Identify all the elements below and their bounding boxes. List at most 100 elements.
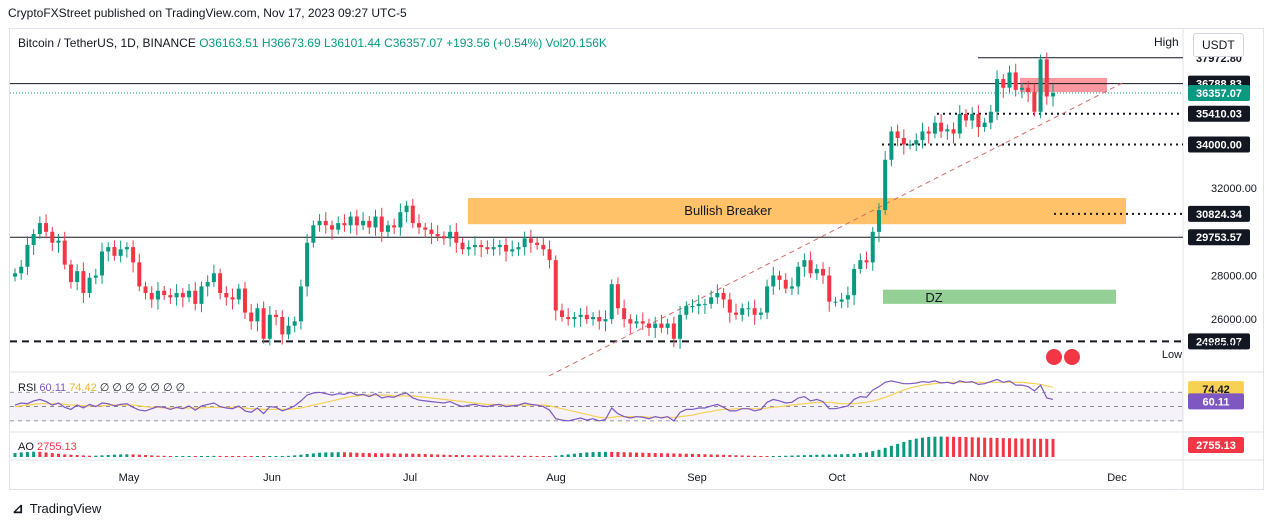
ao-bar [510,455,514,457]
candle-body [174,292,179,298]
candle-body [286,325,291,335]
currency-button[interactable]: USDT [1193,33,1244,57]
candle-body [833,301,838,303]
candle-body [37,223,42,235]
ao-bar [771,456,775,457]
ao-bar [871,451,875,457]
ao-bar [374,453,378,457]
legend-high: H36673.69 [261,36,321,50]
candle-body [889,131,894,160]
ao-bar [1007,438,1011,457]
ao-bar [75,455,79,457]
candle-body [454,231,459,243]
footer[interactable]: ⊿ TradingView [12,500,101,517]
ao-bar [199,456,203,457]
x-tick-label: Dec [1107,472,1127,484]
ao-bar [641,452,645,457]
ao-bar [697,454,701,457]
candle-body [634,321,639,324]
candle-body [547,249,552,261]
ao-bar [131,454,135,457]
ao-bar [38,451,42,457]
ao-bar [846,454,850,457]
candle-body [932,122,937,134]
ao-bar [349,452,353,457]
candle-body [615,284,620,309]
ao-bar [541,456,545,457]
candle-body [883,159,888,210]
chart-panel [9,28,1264,490]
candle-body [361,220,366,226]
ao-tag-label: 2755.13 [1196,440,1236,452]
ao-bar [728,455,732,457]
ao-bar [355,452,359,457]
price-tag-label: 29753.57 [1196,232,1242,244]
candle-body [149,292,154,300]
ao-bar [983,437,987,457]
candle-body [982,122,987,128]
x-tick-label: Jun [263,472,281,484]
ao-bar [243,456,247,457]
ao-bar [411,453,415,457]
ao-bar [989,437,993,457]
candle-body [50,231,55,243]
ao-bar [765,456,769,457]
candle-body [261,308,266,339]
event-icon [1046,349,1062,365]
candle-body [485,247,490,250]
rsi-name: RSI [18,382,37,394]
candle-body [628,319,633,324]
candle-body [995,79,1000,112]
ao-bar [224,456,228,457]
y-tick-label: 32000.00 [1211,183,1257,195]
candle-body [659,323,664,328]
candle-body [852,268,857,296]
ao-bar [610,451,614,457]
ao-bar [1001,438,1005,457]
supply-zone [1020,77,1107,93]
ao-bar [734,455,738,457]
candle-body [87,277,92,293]
ao-bar [150,455,154,457]
ao-legend[interactable]: AO 2755.13 [18,441,77,453]
candle-body [715,292,720,298]
ao-bar [1045,438,1049,457]
candle-body [845,295,850,300]
ao-bar [523,455,527,457]
candle-body [44,223,49,232]
symbol-title[interactable]: Bitcoin / TetherUS, 1D, BINANCE [18,36,196,50]
ao-bar [585,452,589,457]
ao-value: 2755.13 [36,441,77,453]
rsi-line [14,378,1054,422]
price-tag [1188,105,1250,122]
ao-bar [865,452,869,457]
x-tick-label: Oct [828,472,845,484]
candle-body [404,205,409,213]
ao-bar [212,455,216,457]
candle-body [839,299,844,302]
rsi-ma-value: 74.42 [69,382,97,394]
candle-body [75,271,80,283]
price-tag [1188,229,1250,246]
ao-bar [429,454,433,457]
ao-bar [492,455,496,457]
ao-bar [330,452,334,457]
ao-bar [268,456,272,457]
x-tick-label: Jul [403,472,417,484]
ao-bar [448,454,452,457]
rsi-legend[interactable]: RSI 60.11 74.42 ∅ ∅ ∅ ∅ ∅ ∅ ∅ [18,381,185,394]
candle-body [765,286,770,313]
ao-bar [311,453,315,457]
rsi-ma-tag [1188,381,1244,398]
ao-tag [1188,437,1244,453]
ao-bar [324,452,328,457]
demand-zone-label: DZ [925,290,942,305]
candle-body [255,308,260,322]
price-tag [1188,136,1250,153]
candle-body [939,122,944,132]
candle-body [901,137,906,145]
ao-bar [274,456,278,457]
candle-body [671,323,676,339]
trendline [548,80,1127,377]
